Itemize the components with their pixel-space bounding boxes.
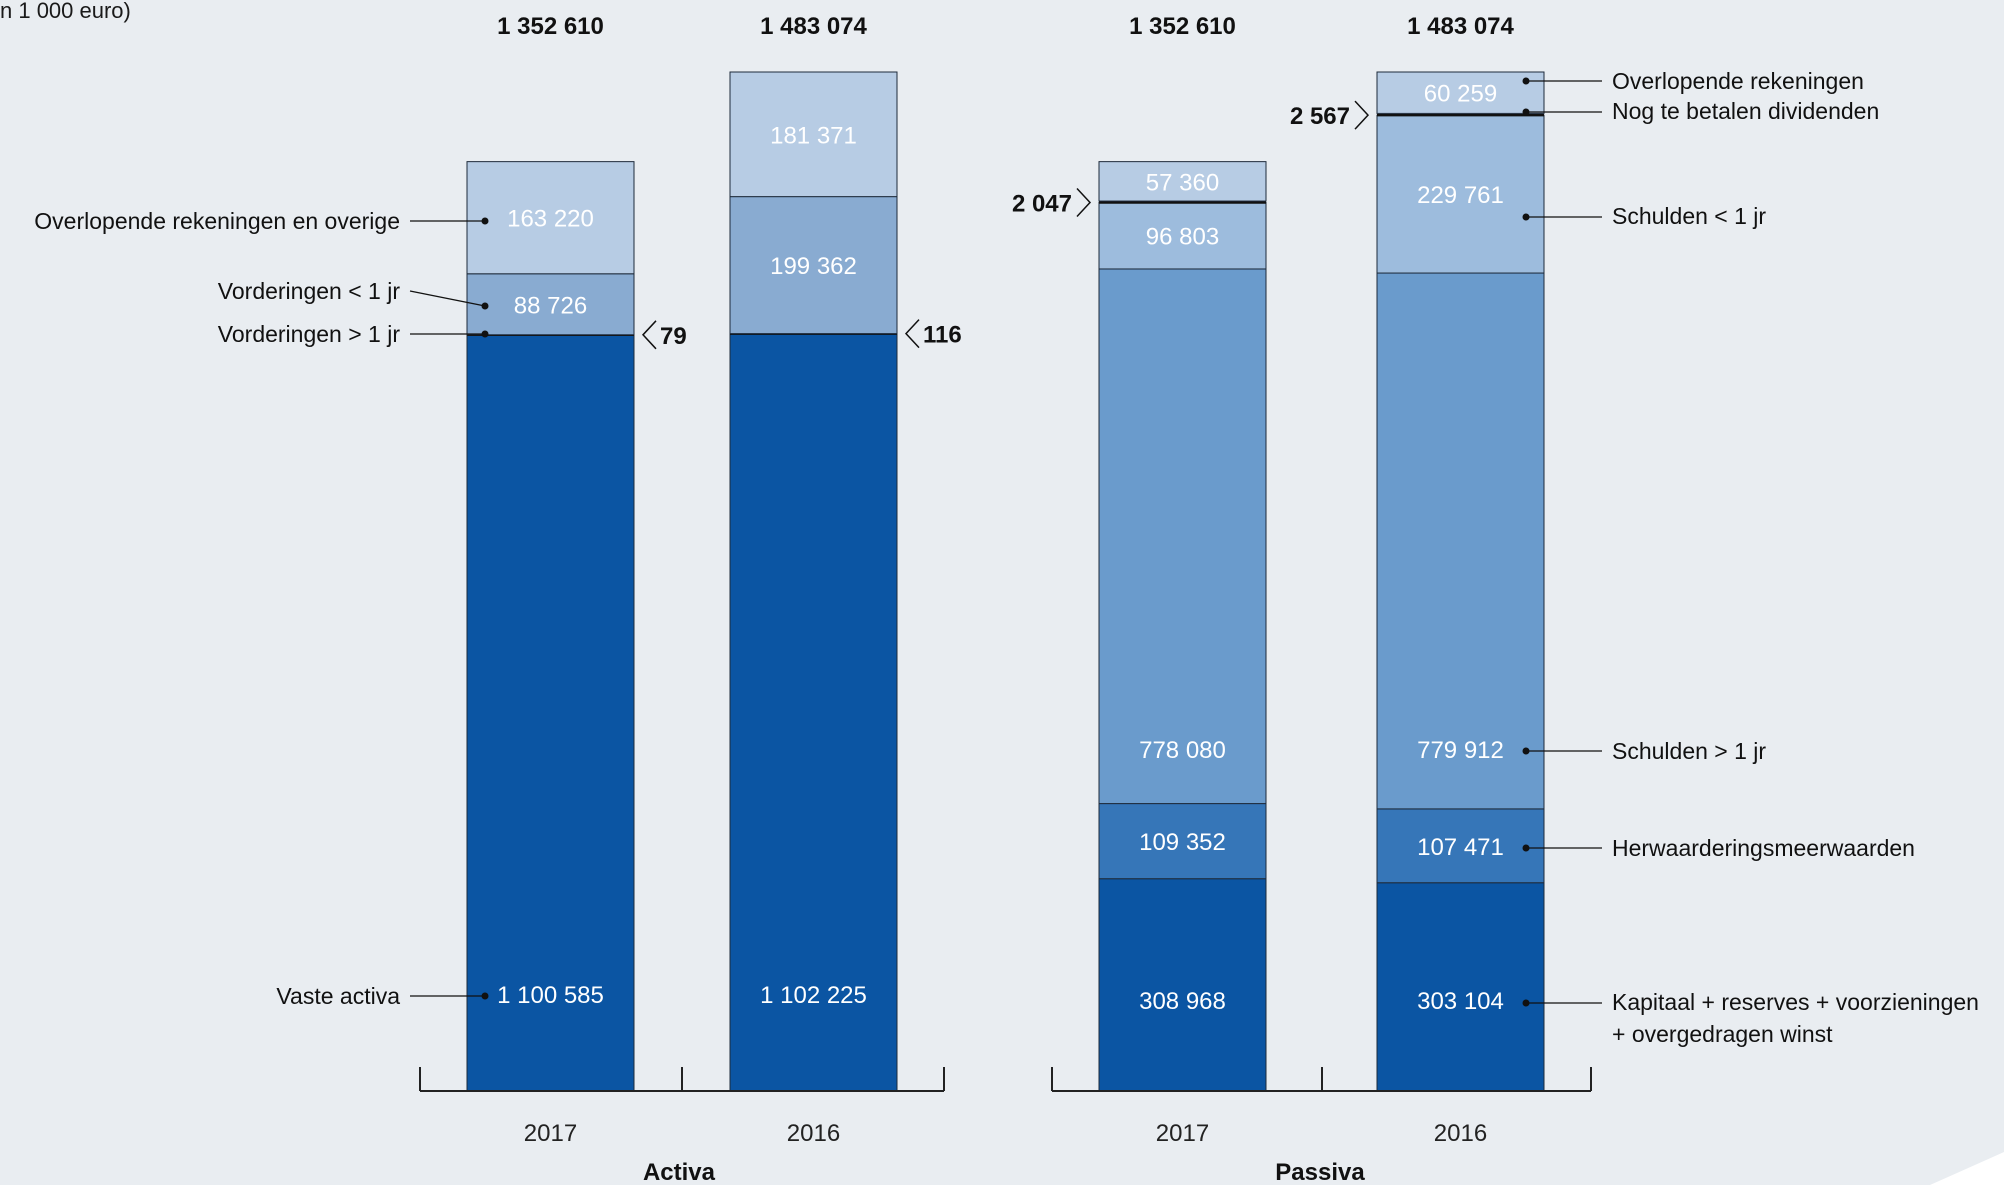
segment-overlopende-rekeningen-2016 bbox=[1376, 71, 1545, 114]
chevron-marker bbox=[1076, 187, 1092, 217]
value-label-overlopende-rekeningen-2016: 60 259 bbox=[1424, 81, 1497, 108]
segment-herwaarderingsmeerwaarden-2017 bbox=[1098, 803, 1267, 880]
value-label-schulden-1-jr-2017: 778 080 bbox=[1139, 737, 1226, 764]
legend-overlopende-rekeningen-en-overige: Overlopende rekeningen en overige bbox=[34, 208, 400, 234]
value-label-vaste-activa-2016: 1 102 225 bbox=[760, 982, 867, 1009]
leader-dot bbox=[1522, 108, 1530, 116]
legend-schulden-1-jr: Schulden > 1 jr bbox=[1612, 738, 1766, 764]
total-label-2017: 1 352 610 bbox=[497, 13, 604, 40]
callout-nog-te-betalen-dividenden-2016: 2 567 bbox=[1290, 103, 1350, 130]
total-label-2017: 1 352 610 bbox=[1129, 13, 1236, 40]
segment-schulden-1-jr-2017 bbox=[1098, 201, 1267, 270]
total-label-2016: 1 483 074 bbox=[760, 13, 867, 40]
segment-kapitaal-reserves-voorzieningen-2016 bbox=[1376, 882, 1545, 1092]
value-label-kapitaal-reserves-voorzieningen-2016: 303 104 bbox=[1417, 988, 1504, 1015]
chevron-marker bbox=[641, 320, 657, 350]
legend-line: Herwaarderingsmeerwaarden bbox=[1612, 835, 1915, 861]
value-label-overlopende-rekeningen-en-overige-2017: 163 220 bbox=[507, 206, 594, 233]
leader-dot bbox=[481, 992, 489, 1000]
segment-schulden-1-jr-2017 bbox=[1098, 268, 1267, 805]
tick-label-2016: 2016 bbox=[1434, 1120, 1487, 1147]
total-label-2016: 1 483 074 bbox=[1407, 13, 1514, 40]
leader-dot bbox=[1522, 844, 1530, 852]
segment-vaste-activa-2016 bbox=[729, 333, 898, 1092]
legend-line: Kapitaal + reserves + voorzieningen bbox=[1612, 989, 1979, 1015]
leader-dot bbox=[1522, 213, 1530, 221]
legend-line: Overlopende rekeningen bbox=[1612, 68, 1864, 94]
value-label-overlopende-rekeningen-en-overige-2016: 181 371 bbox=[770, 122, 857, 149]
segment-vaste-activa-2017 bbox=[466, 334, 635, 1092]
tick-label-2017: 2017 bbox=[524, 1120, 577, 1147]
legend-nog-te-betalen-dividenden: Nog te betalen dividenden bbox=[1612, 98, 1879, 124]
value-label-vaste-activa-2017: 1 100 585 bbox=[497, 982, 604, 1009]
legend-line: + overgedragen winst bbox=[1612, 1021, 1833, 1047]
panel-title-activa: Activa bbox=[643, 1159, 716, 1185]
callout-vorderingen-1-jr-2017: 79 bbox=[660, 323, 687, 350]
segment-schulden-1-jr-2016 bbox=[1376, 114, 1545, 274]
value-label-vorderingen-1-jr-2016: 199 362 bbox=[770, 253, 857, 280]
segment-overlopende-rekeningen-en-overige-2017 bbox=[466, 161, 635, 275]
unit-label: n 1 000 euro) bbox=[0, 0, 131, 23]
tick-label-2016: 2016 bbox=[787, 1120, 840, 1147]
segment-schulden-1-jr-2016 bbox=[1376, 272, 1545, 810]
value-label-overlopende-rekeningen-2017: 57 360 bbox=[1146, 169, 1219, 196]
segment-vorderingen-1-jr-2017 bbox=[466, 273, 635, 336]
leader-dot bbox=[481, 330, 489, 338]
segment-vorderingen-1-jr-2016 bbox=[729, 196, 898, 335]
value-label-herwaarderingsmeerwaarden-2016: 107 471 bbox=[1417, 834, 1504, 861]
legend-overlopende-rekeningen: Overlopende rekeningen bbox=[1612, 68, 1864, 94]
leader-dot bbox=[1522, 77, 1530, 85]
legend-kapitaal-reserves-voorzieningen: Kapitaal + reserves + voorzieningen + ove… bbox=[1612, 989, 1979, 1047]
segment-kapitaal-reserves-voorzieningen-2017 bbox=[1098, 878, 1267, 1092]
legend-vorderingen-1-jr: Vorderingen > 1 jr bbox=[218, 321, 401, 347]
legend-vaste-activa: Vaste activa bbox=[276, 983, 400, 1009]
leader-line bbox=[409, 290, 486, 307]
callout-nog-te-betalen-dividenden-2017: 2 047 bbox=[1012, 190, 1072, 217]
segment-overlopende-rekeningen-2017 bbox=[1098, 161, 1267, 202]
legend-schulden-1-jr: Schulden < 1 jr bbox=[1612, 203, 1766, 229]
leader-dot bbox=[481, 302, 489, 310]
legend-vorderingen-1-jr: Vorderingen < 1 jr bbox=[218, 278, 401, 304]
chevron-marker bbox=[904, 319, 920, 349]
legend-line: Nog te betalen dividenden bbox=[1612, 98, 1879, 124]
value-label-kapitaal-reserves-voorzieningen-2017: 308 968 bbox=[1139, 988, 1226, 1015]
leader-dot bbox=[1522, 747, 1530, 755]
tick-label-2017: 2017 bbox=[1156, 1120, 1209, 1147]
value-label-vorderingen-1-jr-2017: 88 726 bbox=[514, 292, 587, 319]
legend-line: Schulden > 1 jr bbox=[1612, 738, 1766, 764]
value-label-schulden-1-jr-2016: 779 912 bbox=[1417, 737, 1504, 764]
legend-herwaarderingsmeerwaarden: Herwaarderingsmeerwaarden bbox=[1612, 835, 1915, 861]
segment-overlopende-rekeningen-en-overige-2016 bbox=[729, 71, 898, 198]
value-label-schulden-1-jr-2017: 96 803 bbox=[1146, 224, 1219, 251]
callout-vorderingen-1-jr-2016: 116 bbox=[923, 322, 962, 349]
value-label-herwaarderingsmeerwaarden-2017: 109 352 bbox=[1139, 829, 1226, 856]
leader-dot bbox=[481, 217, 489, 225]
legend-line: Schulden < 1 jr bbox=[1612, 203, 1766, 229]
panel-title-passiva: Passiva bbox=[1275, 1159, 1365, 1185]
value-label-schulden-1-jr-2016: 229 761 bbox=[1417, 182, 1504, 209]
chevron-marker bbox=[1354, 100, 1370, 130]
decorative-swoosh bbox=[1930, 1152, 2004, 1185]
leader-dot bbox=[1522, 999, 1530, 1007]
